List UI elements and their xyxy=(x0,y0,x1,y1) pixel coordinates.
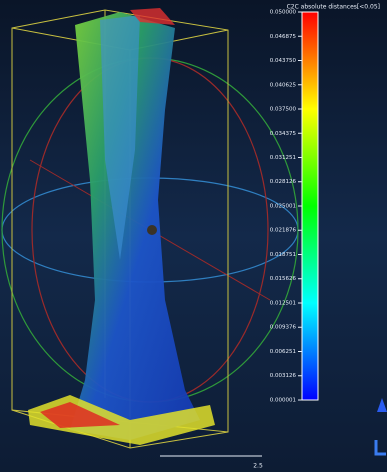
tick-label: 0.009376 xyxy=(270,325,297,331)
pivot xyxy=(147,225,157,235)
tick-label: 0.012501 xyxy=(270,300,296,306)
tick-label: 0.006251 xyxy=(270,349,296,355)
page: {"color_scale": {"title": "C2C absolute … xyxy=(0,0,387,472)
scale-title: C2C absolute distances[<0.05] xyxy=(287,4,380,11)
tick-label: 0.037500 xyxy=(270,107,297,113)
tick-label: 0.046875 xyxy=(270,34,297,40)
color-scale-bar xyxy=(302,12,318,400)
tick-label: 0.000001 xyxy=(270,398,296,404)
tick-label: 0.015626 xyxy=(270,276,297,282)
tick-label: 0.034375 xyxy=(270,131,297,137)
scale-bar-label: 2.5 xyxy=(253,463,263,470)
tick-label: 0.031251 xyxy=(270,155,296,161)
tick-label: 0.021876 xyxy=(270,228,297,234)
tick-label: 0.018751 xyxy=(270,252,296,258)
tick-label: 0.050000 xyxy=(270,10,297,16)
viewport: C2C absolute distances[<0.05] 0.050000 0.… xyxy=(0,0,387,472)
tick-label: 0.043750 xyxy=(270,58,297,64)
tick-label: 0.028126 xyxy=(270,179,297,185)
tick-label: 0.003126 xyxy=(270,373,297,379)
tick-label: 0.040625 xyxy=(270,82,297,88)
tick-label: 0.025001 xyxy=(270,203,296,209)
